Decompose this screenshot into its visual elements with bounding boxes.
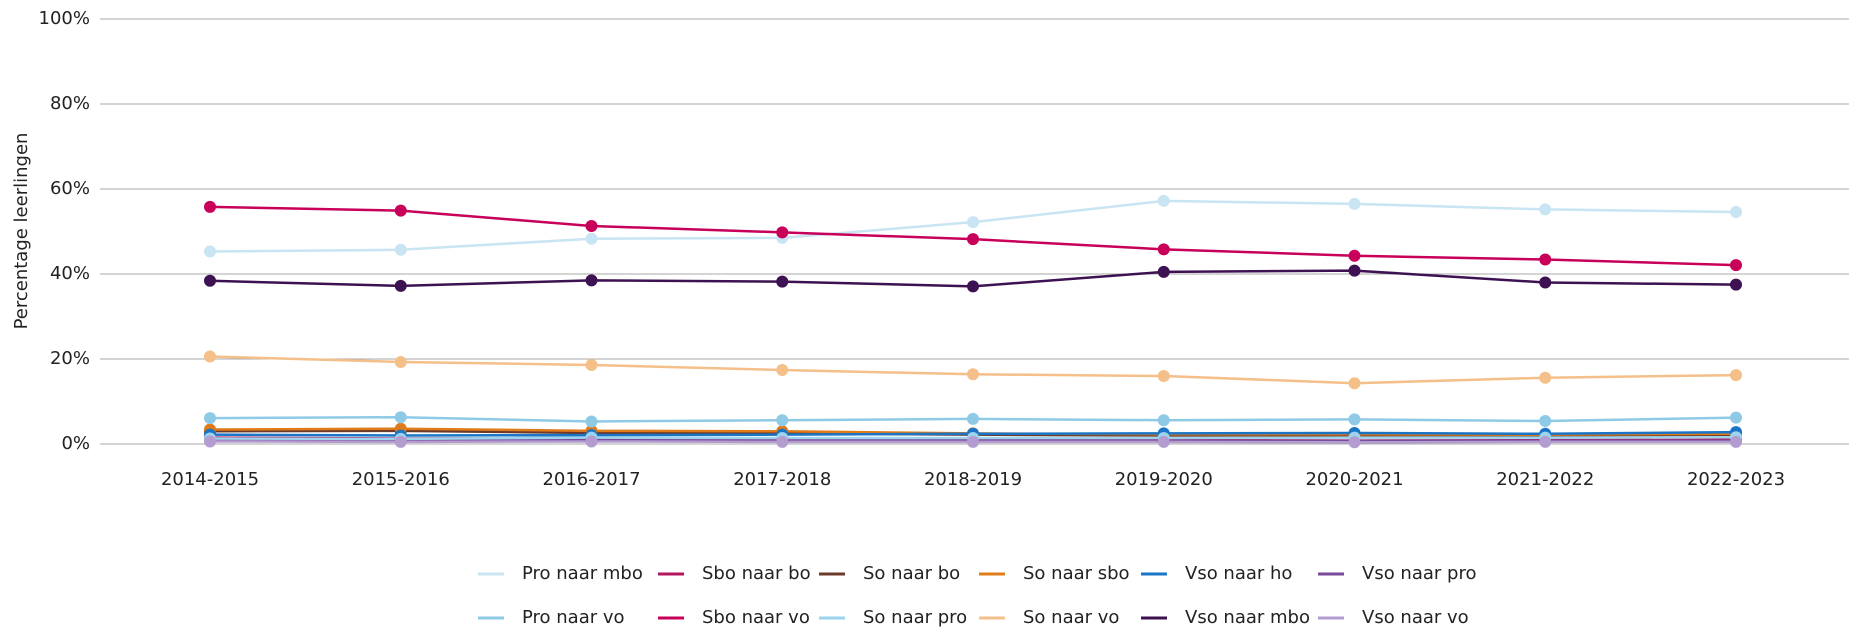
data-point xyxy=(776,364,789,377)
data-point xyxy=(204,200,216,213)
data-point xyxy=(1539,371,1552,384)
legend-label: So naar vo xyxy=(1023,607,1119,628)
x-tick-label: 2019-2020 xyxy=(1115,469,1213,490)
legend-label: Pro naar vo xyxy=(522,607,625,628)
x-tick-label: 2014-2015 xyxy=(161,469,259,490)
data-point xyxy=(1157,194,1170,207)
data-point xyxy=(1348,197,1361,210)
data-point xyxy=(1157,243,1170,256)
data-point xyxy=(967,435,979,448)
y-tick-label: 60% xyxy=(50,178,90,199)
data-point xyxy=(1539,276,1552,289)
x-tick-label: 2022-2023 xyxy=(1687,469,1785,490)
data-point xyxy=(394,279,407,292)
data-point xyxy=(585,415,598,428)
data-point xyxy=(1539,253,1552,266)
x-tick-label: 2018-2019 xyxy=(924,469,1022,490)
data-point xyxy=(1348,249,1361,262)
data-point xyxy=(967,216,979,229)
data-point xyxy=(1348,436,1361,449)
data-point xyxy=(585,219,598,232)
data-point xyxy=(1348,264,1361,277)
y-tick-label: 40% xyxy=(50,263,90,284)
legend-label: Vso naar pro xyxy=(1362,563,1476,584)
legend-label: Vso naar ho xyxy=(1185,563,1292,584)
data-point xyxy=(1348,413,1361,426)
x-tick-label: 2015-2016 xyxy=(352,469,450,490)
x-tick-label: 2020-2021 xyxy=(1305,469,1403,490)
data-point xyxy=(585,274,598,287)
data-point xyxy=(585,358,598,371)
data-point xyxy=(776,435,789,448)
data-point xyxy=(204,435,216,448)
data-point xyxy=(394,435,407,448)
y-axis-label: Percentage leerlingen xyxy=(11,133,32,330)
data-point xyxy=(204,245,216,258)
data-point xyxy=(1730,278,1742,291)
data-point xyxy=(1730,259,1742,272)
data-point xyxy=(776,414,789,427)
data-point xyxy=(394,355,407,368)
data-point xyxy=(1730,369,1742,382)
legend-label: Pro naar mbo xyxy=(522,563,643,584)
data-point xyxy=(585,435,598,448)
data-point xyxy=(204,274,216,287)
y-tick-label: 100% xyxy=(39,8,90,29)
data-point xyxy=(1157,265,1170,278)
data-point xyxy=(967,368,979,381)
y-tick-label: 20% xyxy=(50,348,90,369)
data-point xyxy=(1539,203,1552,216)
data-point xyxy=(1730,205,1742,218)
data-point xyxy=(1157,414,1170,427)
y-tick-label: 0% xyxy=(61,433,90,454)
data-point xyxy=(967,412,979,425)
data-point xyxy=(1157,435,1170,448)
data-point xyxy=(585,232,598,245)
legend-label: So naar bo xyxy=(863,563,960,584)
data-point xyxy=(967,233,979,246)
data-point xyxy=(776,275,789,288)
legend-label: So naar sbo xyxy=(1023,563,1130,584)
legend-label: So naar pro xyxy=(863,607,967,628)
data-point xyxy=(1539,435,1552,448)
x-tick-label: 2021-2022 xyxy=(1496,469,1594,490)
data-point xyxy=(204,350,216,363)
data-point xyxy=(1539,415,1552,428)
data-point xyxy=(1730,435,1742,448)
legend-label: Vso naar mbo xyxy=(1185,607,1310,628)
data-point xyxy=(1730,411,1742,424)
x-tick-label: 2017-2018 xyxy=(733,469,831,490)
data-point xyxy=(967,280,979,293)
data-point xyxy=(204,412,216,425)
legend-label: Vso naar vo xyxy=(1362,607,1469,628)
data-point xyxy=(394,243,407,256)
data-point xyxy=(394,204,407,217)
legend-label: Sbo naar bo xyxy=(702,563,811,584)
y-tick-label: 80% xyxy=(50,93,90,114)
data-point xyxy=(394,411,407,424)
data-point xyxy=(1348,377,1361,390)
legend-label: Sbo naar vo xyxy=(702,607,810,628)
x-tick-label: 2016-2017 xyxy=(542,469,640,490)
data-point xyxy=(776,226,789,239)
data-point xyxy=(1157,370,1170,382)
